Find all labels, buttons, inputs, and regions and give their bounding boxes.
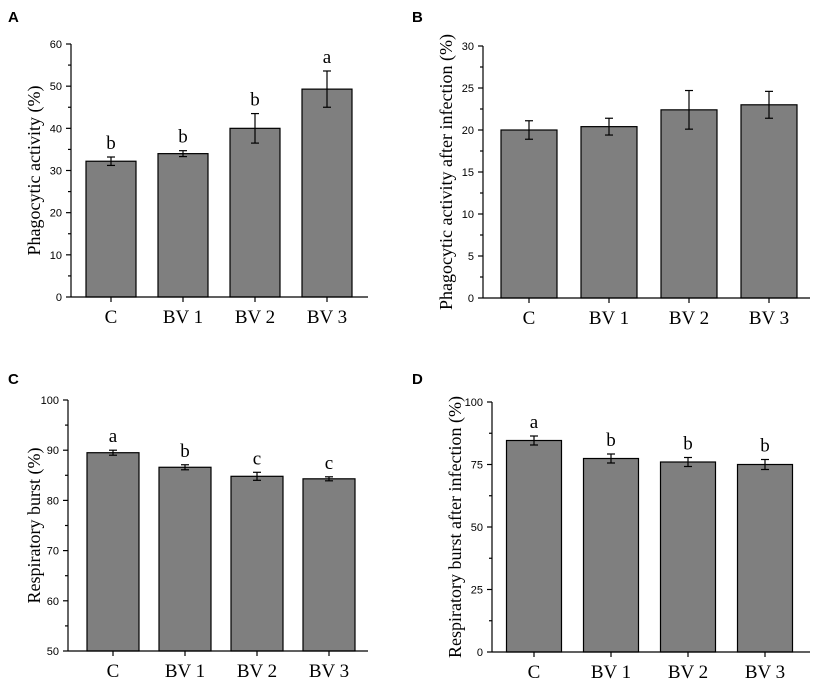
error-bar xyxy=(251,112,259,144)
panel-a: Ab Cb BV 1 b BV 2 a BV 3 0 10 20 30 40 50 60 Phagocyti… xyxy=(8,9,368,328)
bar-bv1 xyxy=(157,153,209,298)
error-bar xyxy=(684,456,692,468)
error-bar xyxy=(179,150,187,158)
error-bar xyxy=(685,89,693,130)
bar-c xyxy=(500,129,558,299)
bar-bv2 xyxy=(229,127,281,298)
error-bar xyxy=(325,476,333,482)
bar-bv1 xyxy=(158,466,212,652)
x-tick-label: C xyxy=(107,661,120,682)
significance-letter: a xyxy=(109,426,118,447)
bar-bv2 xyxy=(659,461,717,653)
y-tick-label: 90 xyxy=(47,445,59,457)
y-tick-label: 100 xyxy=(41,395,59,407)
x-tick-label: BV 1 xyxy=(589,308,629,329)
error-bar xyxy=(181,464,189,471)
significance-letter: c xyxy=(325,453,333,474)
significance-letter: a xyxy=(530,412,539,433)
y-tick-label: 20 xyxy=(462,125,474,137)
bar-bv1 xyxy=(582,457,640,653)
x-tick-label: C xyxy=(523,308,536,329)
x-tick-label: C xyxy=(528,662,541,683)
significance-letter: b xyxy=(106,133,116,154)
x-tick-label: BV 1 xyxy=(163,307,203,328)
y-tick-label: 30 xyxy=(462,41,474,53)
y-tick-label: 75 xyxy=(471,460,483,472)
y-tick-label: 70 xyxy=(47,546,59,558)
y-tick-label: 50 xyxy=(47,646,59,658)
significance-letter: b xyxy=(683,434,693,455)
x-tick-label: BV 2 xyxy=(668,662,708,683)
bar-bv3 xyxy=(740,104,798,299)
y-tick-label: 100 xyxy=(465,397,483,409)
y-tick-label: 25 xyxy=(471,585,483,597)
y-tick-label: 60 xyxy=(50,39,62,51)
panel-b: B C BV 1 BV 2 BV 3 0 5 10 15 20 25 30 Phagocytic act… xyxy=(412,9,810,329)
y-axis-label: Phagocytic activity after infection (%) xyxy=(436,34,457,310)
significance-letter: b xyxy=(606,430,616,451)
x-tick-label: BV 3 xyxy=(307,307,347,328)
bar-bv3 xyxy=(301,88,353,298)
x-tick-label: BV 3 xyxy=(745,662,785,683)
significance-letter: a xyxy=(323,47,332,68)
y-axis-label: Respiratory burst (%) xyxy=(24,448,45,604)
bar-bv3 xyxy=(302,478,356,652)
panel-label: D xyxy=(412,371,423,388)
error-bar xyxy=(530,435,538,446)
bar-bv1 xyxy=(580,126,638,299)
x-tick-label: BV 3 xyxy=(309,661,349,682)
x-tick-label: C xyxy=(105,307,118,328)
bar-c xyxy=(86,452,140,652)
y-tick-label: 15 xyxy=(462,167,474,179)
error-bar xyxy=(253,471,261,481)
bar-bv2 xyxy=(660,109,718,299)
y-tick-label: 0 xyxy=(468,293,474,305)
y-tick-label: 50 xyxy=(50,81,62,93)
y-tick-label: 20 xyxy=(50,208,62,220)
y-tick-label: 10 xyxy=(50,250,62,262)
significance-letter: b xyxy=(250,90,260,111)
x-tick-label: BV 3 xyxy=(749,308,789,329)
x-tick-label: BV 1 xyxy=(591,662,631,683)
y-tick-label: 0 xyxy=(56,292,62,304)
error-bar xyxy=(323,70,331,108)
error-bar xyxy=(607,453,615,464)
panel-c: Ca Cb BV 1 c BV 2 c BV 3 50 60 70 80 90 100 Respirato… xyxy=(8,371,368,682)
y-tick-label: 40 xyxy=(50,123,62,135)
y-tick-label: 10 xyxy=(462,209,474,221)
bar-c xyxy=(85,160,137,298)
significance-letter: b xyxy=(180,441,190,462)
bar-bv2 xyxy=(230,475,284,652)
significance-letter: b xyxy=(178,127,188,148)
bar-bv3 xyxy=(736,463,794,653)
y-tick-label: 25 xyxy=(462,83,474,95)
y-tick-label: 5 xyxy=(468,251,474,263)
y-tick-label: 30 xyxy=(50,166,62,178)
error-bar xyxy=(761,458,769,471)
panel-d: Da Cb BV 1 b BV 2 b BV 3 0 25 50 75 100Respiratory … xyxy=(412,371,810,683)
error-bar xyxy=(765,90,773,119)
y-tick-label: 60 xyxy=(47,596,59,608)
x-tick-label: BV 1 xyxy=(165,661,205,682)
panel-label: A xyxy=(8,9,19,26)
panel-label: B xyxy=(412,9,423,26)
error-bar xyxy=(525,120,533,140)
error-bar xyxy=(605,117,613,136)
x-tick-label: BV 2 xyxy=(237,661,277,682)
panel-label: C xyxy=(8,371,19,388)
significance-letter: c xyxy=(253,448,261,469)
significance-letter: b xyxy=(760,436,770,457)
bar-c xyxy=(505,439,563,653)
y-tick-label: 50 xyxy=(471,522,483,534)
x-tick-label: BV 2 xyxy=(235,307,275,328)
y-axis-label: Respiratory burst after infection (%) xyxy=(445,396,466,658)
x-tick-label: BV 2 xyxy=(669,308,709,329)
y-axis-label: Phagocytic activity (%) xyxy=(24,86,45,256)
y-tick-label: 80 xyxy=(47,495,59,507)
error-bar xyxy=(109,449,117,456)
y-tick-label: 0 xyxy=(477,647,483,659)
error-bar xyxy=(107,156,115,167)
